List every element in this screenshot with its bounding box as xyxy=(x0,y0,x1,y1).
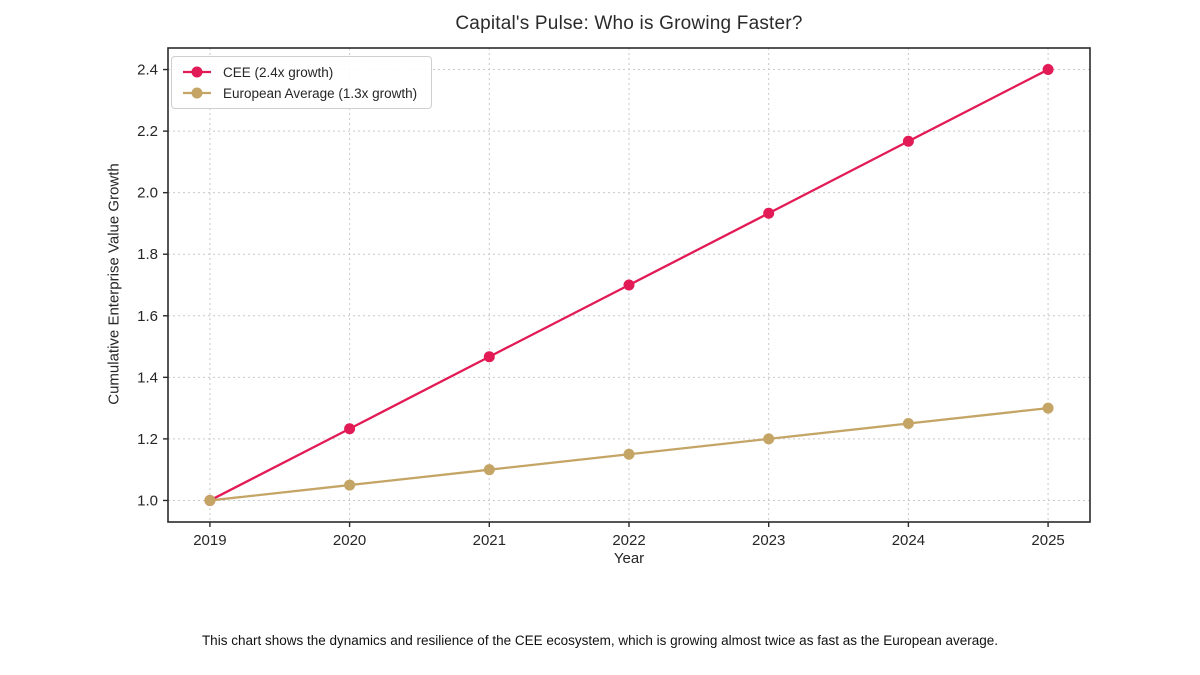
legend-item: European Average (1.3x growth) xyxy=(181,85,417,101)
point-cee xyxy=(623,279,635,291)
y-tick-label: 1.4 xyxy=(137,369,158,386)
legend-item: CEE (2.4x growth) xyxy=(181,64,417,80)
point-cee xyxy=(1042,64,1054,76)
x-tick-label: 2019 xyxy=(193,532,226,549)
point-cee xyxy=(763,207,775,219)
point-european-average xyxy=(763,433,775,445)
point-european-average xyxy=(1042,402,1054,414)
y-tick-label: 1.8 xyxy=(137,246,158,263)
line-marker-icon xyxy=(183,87,211,99)
point-european-average xyxy=(483,464,495,476)
y-tick-label: 2.2 xyxy=(137,123,158,140)
legend: CEE (2.4x growth) European Average (1.3x… xyxy=(171,56,433,109)
x-tick-label: 2024 xyxy=(892,532,925,549)
point-cee xyxy=(902,135,914,147)
point-european-average xyxy=(204,494,216,506)
point-cee xyxy=(344,423,356,435)
y-tick-label: 1.0 xyxy=(137,492,158,509)
y-tick-label: 1.2 xyxy=(137,431,158,448)
chart-title: Capital's Pulse: Who is Growing Faster? xyxy=(455,13,803,34)
x-tick-label: 2023 xyxy=(752,532,785,549)
x-tick-label: 2025 xyxy=(1031,532,1064,549)
legend-label: European Average (1.3x growth) xyxy=(223,85,418,101)
line-marker-icon xyxy=(183,66,211,78)
x-tick-label: 2021 xyxy=(473,532,506,549)
point-european-average xyxy=(623,448,635,460)
chart-caption: This chart shows the dynamics and resili… xyxy=(201,633,999,648)
y-tick-label: 2.0 xyxy=(137,185,158,202)
x-axis-label: Year xyxy=(613,550,645,567)
point-cee xyxy=(483,351,495,363)
point-european-average xyxy=(902,418,914,430)
y-tick-label: 1.6 xyxy=(137,308,158,325)
point-european-average xyxy=(344,479,356,491)
x-tick-label: 2020 xyxy=(333,532,366,549)
x-tick-label: 2022 xyxy=(612,532,645,549)
y-tick-label: 2.4 xyxy=(137,62,158,79)
legend-label: CEE (2.4x growth) xyxy=(223,64,334,80)
